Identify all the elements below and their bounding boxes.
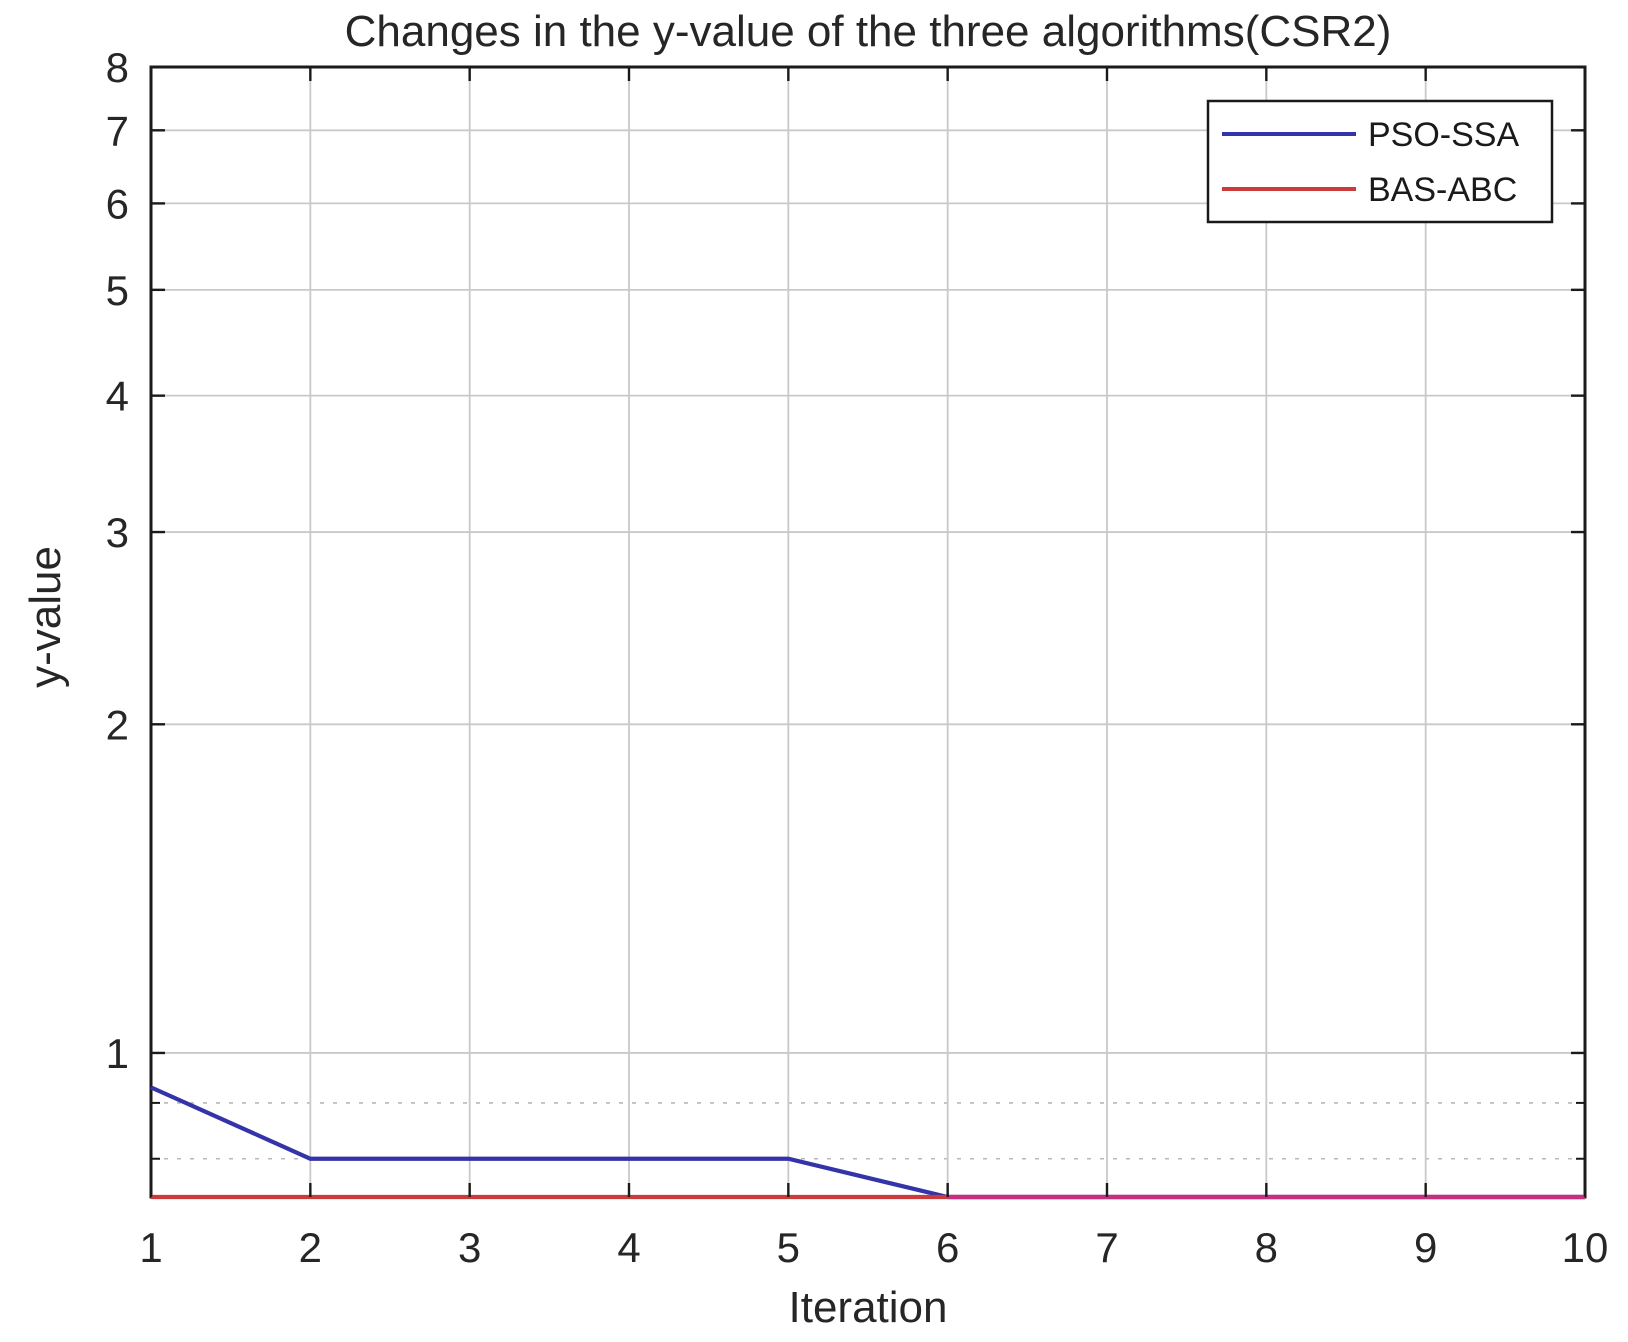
- y-tick-label: 2: [106, 701, 129, 748]
- x-tick-label: 9: [1414, 1224, 1437, 1271]
- chart-title: Changes in the y-value of the three algo…: [345, 7, 1392, 56]
- x-tick-label: 1: [139, 1224, 162, 1271]
- y-tick-label: 6: [106, 180, 129, 227]
- y-tick-label: 4: [106, 373, 129, 420]
- x-tick-label: 10: [1562, 1224, 1609, 1271]
- legend-label-bas-abc: BAS-ABC: [1368, 171, 1517, 209]
- x-tick-label: 4: [617, 1224, 640, 1271]
- legend-swatches: [1222, 132, 1356, 191]
- tick-labels-layer: 1 2 3 4 5 6 7 8 9 10 1 2 3 4 5 6 7 8: [106, 44, 1609, 1271]
- legend-box: [1206, 99, 1554, 224]
- legend-label-pso-ssa: PSO-SSA: [1368, 116, 1519, 154]
- x-tick-label: 8: [1255, 1224, 1278, 1271]
- x-tick-label: 2: [299, 1224, 322, 1271]
- x-axis-label: Iteration: [789, 1283, 948, 1332]
- legend: PSO-SSA BAS-ABC: [1206, 99, 1554, 224]
- axis-ticks-layer: [149, 65, 1587, 1197]
- y-tick-label: 5: [106, 267, 129, 314]
- x-tick-label: 6: [936, 1224, 959, 1271]
- x-tick-label: 5: [777, 1224, 800, 1271]
- x-tick-label: 7: [1095, 1224, 1118, 1271]
- y-tick-label: 8: [106, 44, 129, 91]
- y-tick-label: 7: [106, 107, 129, 154]
- y-axis-label: y-value: [21, 546, 70, 688]
- y-tick-label: 3: [106, 509, 129, 556]
- y-tick-label: 1: [106, 1030, 129, 1077]
- x-tick-label: 3: [458, 1224, 481, 1271]
